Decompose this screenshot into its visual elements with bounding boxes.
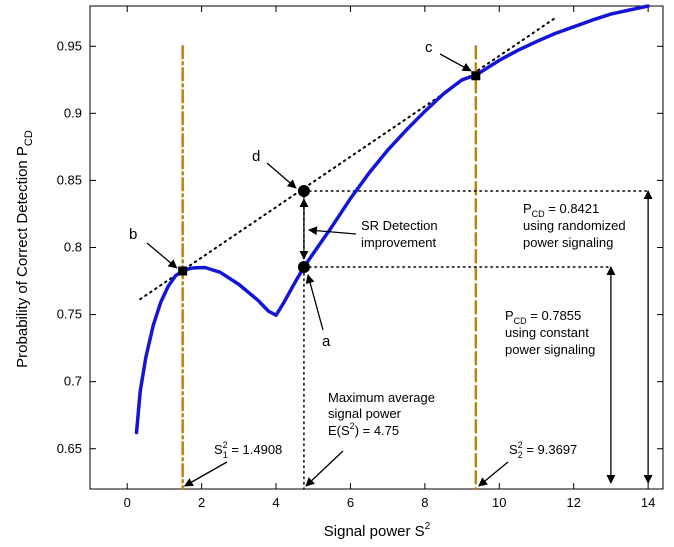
s2-label-base: S: [509, 442, 518, 457]
y-axis-label-subscript: CD: [23, 130, 35, 146]
pcd-randomized-label-line2: using randomized: [523, 218, 626, 233]
expected-power-value: ) = 4.75: [355, 423, 399, 438]
x-tick-label: 12: [566, 495, 580, 510]
y-tick-label: 0.7: [64, 374, 82, 389]
point-b-marker: [178, 266, 188, 276]
pcd-constant-label-subscript: CD: [514, 316, 527, 326]
x-axis-label: Signal power S2: [324, 521, 431, 540]
x-tick-label: 6: [347, 495, 354, 510]
point-d-arrow: [266, 162, 297, 189]
tangent-line: [139, 17, 557, 301]
pcd-randomized-label-line3: power signaling: [523, 235, 613, 250]
s2-label-subscript: 2: [518, 450, 523, 460]
max-power-arrow: [305, 450, 344, 487]
pcd-randomized-label-subscript: CD: [532, 209, 545, 219]
x-axis-label-superscript: 2: [425, 521, 431, 532]
y-tick-label: 0.8: [64, 240, 82, 255]
s1-label-value: = 1.4908: [228, 442, 283, 457]
point-a-marker: [297, 260, 310, 273]
pcd-randomized-label-value: = 0.8421: [545, 201, 600, 216]
y-axis-label-text: Probability of Correct Detection P: [14, 146, 31, 368]
sr-improvement-arrow: [308, 226, 357, 236]
y-axis-label: Probability of Correct Detection PCD: [14, 130, 35, 368]
s1-label: S2 1 = 1.4908: [214, 440, 282, 460]
x-tick-label: 2: [198, 495, 205, 510]
s1-arrow: [183, 461, 228, 487]
max-power-label-line1: Maximum average: [328, 390, 435, 405]
point-d-marker: [297, 185, 310, 198]
pcd-constant-label-line3: power signaling: [505, 342, 595, 357]
y-tick-label: 0.65: [57, 441, 82, 456]
pcd-randomized-label: PCD = 0.8421: [523, 201, 599, 219]
x-tick-label: 14: [641, 495, 655, 510]
pcd-constant-label-value: = 0.7855: [527, 308, 582, 323]
expected-power-label: E(S2) = 4.75: [328, 421, 399, 438]
expected-power-superscript: 2: [350, 421, 355, 431]
s2-label-value: = 9.3697: [523, 442, 578, 457]
s1-label-subscript: 1: [223, 450, 228, 460]
s2-arrow: [478, 461, 509, 487]
x-axis-label-text: Signal power S: [324, 523, 425, 540]
point-a-label: a: [322, 333, 331, 350]
y-tick-label: 0.95: [57, 38, 82, 53]
s1-label-superscript: 2: [223, 440, 228, 450]
point-c-arrow: [439, 53, 472, 72]
x-tick-label: 8: [421, 495, 428, 510]
pcd-constant-label: PCD = 0.7855: [505, 308, 581, 326]
s2-label: S2 2 = 9.3697: [509, 440, 577, 460]
point-d-label: d: [252, 148, 260, 165]
x-tick-label: 10: [492, 495, 506, 510]
pcd-randomized-label-base: P: [523, 201, 532, 216]
s1-label-base: S: [214, 442, 223, 457]
x-tick-label: 4: [272, 495, 279, 510]
detection-probability-curve: [134, 4, 650, 435]
point-c-label: c: [425, 39, 433, 56]
sr-improvement-label: improvement: [361, 235, 437, 250]
sr-detection-label: SR Detection: [361, 218, 438, 233]
max-power-label-line2: signal power: [328, 406, 402, 421]
point-c-marker: [471, 71, 481, 81]
s2-label-superscript: 2: [518, 440, 523, 450]
pcd-constant-label-line2: using constant: [505, 325, 589, 340]
expected-power-text: E(S: [328, 423, 350, 438]
y-tick-label: 0.75: [57, 307, 82, 322]
pcd-constant-label-base: P: [505, 308, 514, 323]
point-b-label: b: [129, 226, 137, 243]
point-a-arrow: [305, 274, 324, 331]
x-tick-label: 0: [124, 495, 131, 510]
y-tick-label: 0.85: [57, 172, 82, 187]
point-b-arrow: [146, 242, 178, 269]
y-tick-label: 0.9: [64, 105, 82, 120]
